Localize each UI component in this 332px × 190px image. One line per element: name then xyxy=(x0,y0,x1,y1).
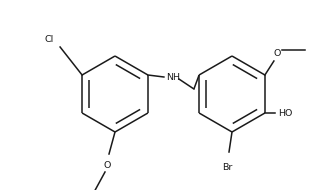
Text: Cl: Cl xyxy=(44,36,53,44)
Text: NH: NH xyxy=(166,73,180,82)
Text: O: O xyxy=(273,48,281,58)
Text: Br: Br xyxy=(222,164,232,173)
Text: O: O xyxy=(103,161,111,169)
Text: HO: HO xyxy=(278,108,292,117)
